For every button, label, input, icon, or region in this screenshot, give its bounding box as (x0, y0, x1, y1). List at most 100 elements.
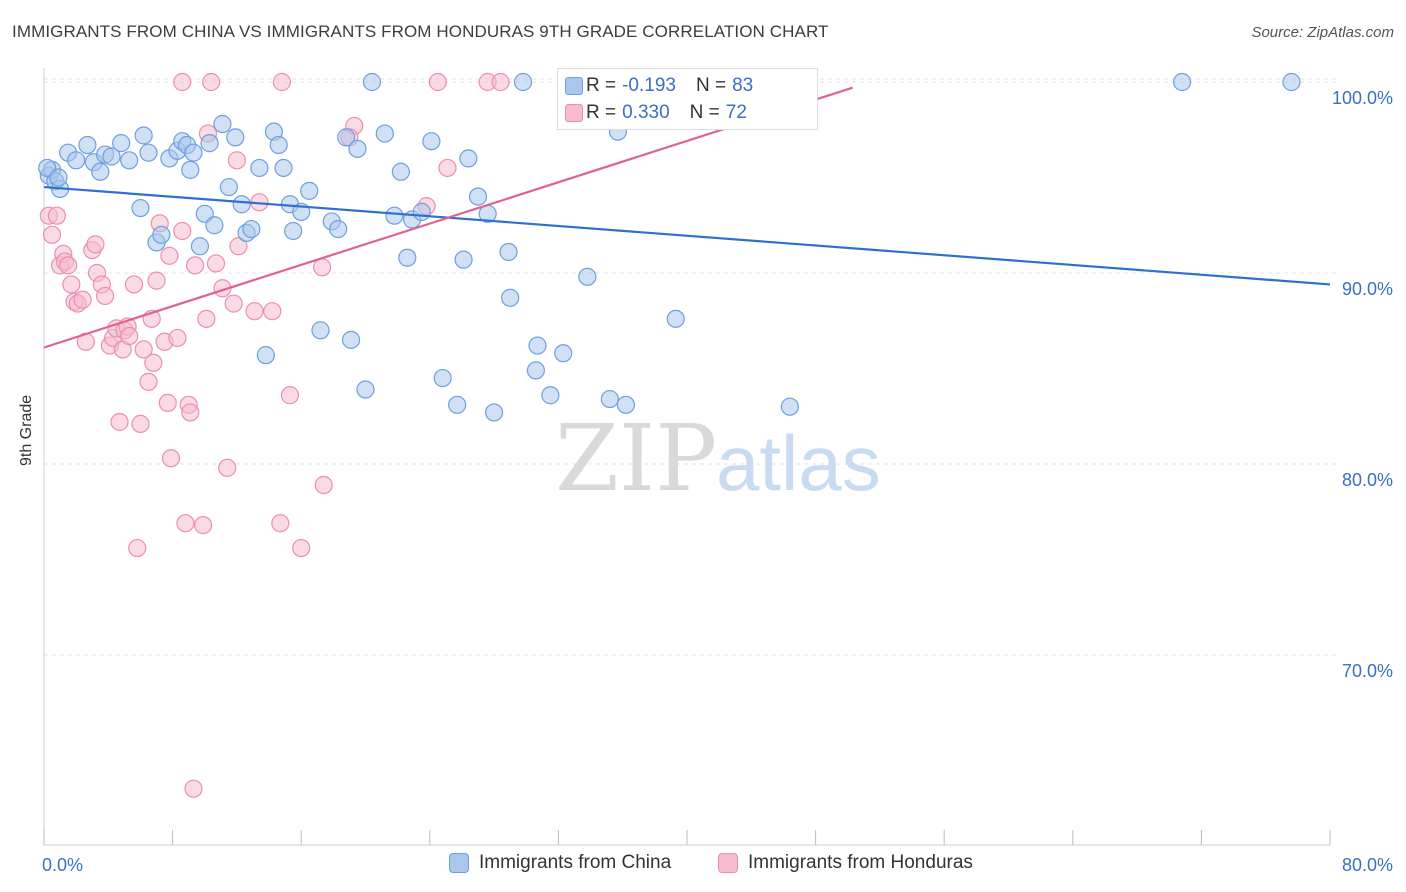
honduras-point (47, 206, 66, 225)
china-point (256, 346, 275, 365)
china-point (250, 158, 269, 178)
china-trend-line (43, 185, 1331, 286)
china-point (459, 149, 478, 168)
honduras-point (173, 72, 192, 92)
honduras-point (280, 386, 300, 405)
honduras-point (292, 538, 311, 558)
china-point (1282, 72, 1301, 92)
china-point (448, 395, 467, 414)
trend-lines (43, 86, 1331, 349)
china-point (499, 242, 518, 262)
honduras-point (120, 326, 139, 346)
y-axis-label: 9th Grade (18, 394, 35, 466)
china-point (91, 162, 110, 181)
china-point (341, 330, 361, 349)
honduras-point (73, 290, 92, 309)
china-point (526, 361, 545, 380)
axes (43, 68, 1331, 846)
honduras-point (160, 246, 179, 265)
honduras-point (491, 72, 510, 92)
honduras-point (312, 258, 332, 277)
x-tick-label-min: 0.0% (42, 855, 83, 875)
honduras-point (124, 275, 144, 294)
china-point (337, 128, 356, 147)
china-r-value: -0.193 (622, 75, 676, 96)
legend-item-china: Immigrants from China (449, 852, 671, 874)
honduras-point (263, 302, 282, 321)
honduras-point (314, 475, 333, 495)
stats-legend: R = -0.193 N = 83 R = 0.330 N = 72 (557, 68, 818, 130)
honduras-point (168, 328, 187, 348)
honduras-point (128, 538, 147, 558)
bottom-legend: Immigrants from China Immigrants from Ho… (0, 852, 1406, 878)
china-point (131, 198, 150, 218)
china-point (311, 321, 330, 340)
honduras-n-label: N = (689, 102, 720, 123)
honduras-point (131, 414, 150, 433)
honduras-n-value: 72 (725, 102, 747, 123)
honduras-point (110, 412, 129, 432)
honduras-point (173, 221, 192, 241)
china-point (385, 206, 404, 225)
honduras-point (95, 286, 115, 306)
china-point (554, 344, 573, 363)
tick-labels: 70.0% 80.0% 90.0% 100.0% 0.0% 80.0% (42, 88, 1393, 875)
china-point (274, 158, 293, 178)
china-point (269, 135, 288, 155)
china-point (468, 187, 488, 206)
honduras-point (206, 254, 226, 273)
legend-item-honduras: Immigrants from Honduras (718, 852, 973, 874)
china-point (666, 309, 685, 328)
china-point (152, 225, 171, 244)
honduras-r-value: 0.330 (622, 102, 670, 123)
china-point (1173, 72, 1192, 92)
china-point (356, 380, 375, 399)
y-tick-label: 100.0% (1332, 88, 1393, 108)
china-point (616, 395, 636, 414)
china-point (433, 368, 452, 388)
china-point (190, 237, 210, 256)
watermark-zip: ZIP (555, 405, 717, 512)
honduras-point (158, 393, 177, 412)
honduras-point (438, 158, 457, 178)
honduras-point (184, 779, 203, 798)
china-point (528, 336, 547, 355)
china-point (578, 267, 597, 286)
legend-honduras-swatch (718, 853, 738, 873)
x-tick-label-max: 80.0% (1342, 855, 1393, 875)
honduras-point (134, 340, 153, 359)
china-point (501, 288, 520, 307)
china-n-value: 83 (732, 75, 754, 96)
honduras-point (144, 353, 163, 372)
china-point (398, 248, 417, 267)
china-r-label: R = (586, 75, 617, 96)
watermark-atlas: atlas (716, 419, 881, 507)
china-swatch (565, 77, 583, 95)
honduras-point (62, 275, 81, 294)
china-point (348, 139, 367, 158)
china-point (49, 168, 68, 187)
china-point (780, 397, 799, 416)
china-points (38, 72, 1301, 422)
china-n-label: N = (695, 75, 727, 96)
honduras-point (186, 256, 205, 275)
china-point (362, 72, 382, 92)
honduras-point (428, 72, 447, 92)
honduras-point (227, 151, 246, 170)
china-point (205, 216, 224, 235)
china-point (600, 389, 619, 409)
china-point (200, 134, 219, 153)
honduras-point (229, 237, 248, 256)
china-point (112, 134, 131, 153)
china-point (213, 114, 232, 134)
honduras-point (245, 302, 264, 321)
chart-title: IMMIGRANTS FROM CHINA VS IMMIGRANTS FROM… (12, 22, 829, 41)
china-point (139, 143, 158, 162)
china-point (485, 403, 504, 422)
honduras-point (181, 403, 200, 422)
stats-row-honduras: R = 0.330 N = 72 (565, 100, 747, 126)
honduras-point (147, 271, 166, 290)
honduras-trend-line (43, 86, 853, 349)
china-point (454, 250, 473, 269)
